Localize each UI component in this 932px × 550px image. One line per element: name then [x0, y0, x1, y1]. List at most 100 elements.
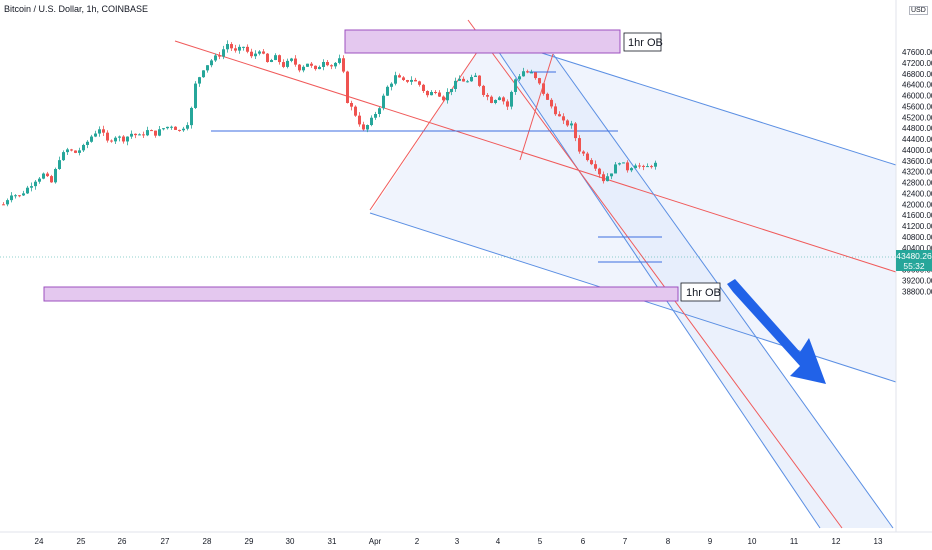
candle-body: [646, 166, 649, 168]
price-tick-label: 44000.00: [902, 146, 932, 155]
candle-body: [346, 71, 349, 103]
candle-body: [474, 75, 477, 78]
candle-body: [94, 133, 97, 137]
candle-body: [174, 126, 177, 130]
candle-body: [526, 71, 529, 73]
upper-order-block[interactable]: [344, 29, 621, 54]
candle-body: [438, 92, 441, 97]
candle-body: [554, 106, 557, 115]
candle-body: [310, 63, 313, 66]
candles-layer: [2, 40, 657, 207]
candle-body: [466, 81, 469, 83]
candle-body: [538, 78, 541, 84]
candle-body: [366, 125, 369, 130]
candle-body: [54, 168, 57, 183]
candle-body: [462, 78, 465, 82]
candle-body: [586, 153, 589, 161]
candle-body: [150, 130, 153, 132]
candle-body: [122, 136, 125, 142]
candle-body: [570, 123, 573, 126]
bearish-arrow[interactable]: [727, 279, 826, 384]
candle-body: [154, 130, 157, 136]
candle-body: [202, 70, 205, 78]
candle-body: [654, 162, 657, 167]
time-tick-label: 2: [415, 537, 420, 546]
candle-body: [134, 133, 137, 136]
candle-body: [22, 193, 25, 196]
candle-body: [166, 126, 169, 129]
candle-body: [130, 133, 133, 137]
candle-body: [146, 130, 149, 136]
candle-body: [170, 126, 173, 128]
candle-body: [206, 65, 209, 71]
candle-body: [294, 58, 297, 65]
candle-body: [318, 66, 321, 70]
candle-body: [398, 75, 401, 78]
candle-body: [410, 79, 413, 82]
candle-body: [142, 134, 145, 136]
time-tick-label: 11: [790, 537, 799, 546]
time-tick-label: 9: [708, 537, 713, 546]
candle-body: [98, 129, 101, 134]
candle-body: [386, 86, 389, 96]
candle-body: [278, 55, 281, 63]
lower-order-block[interactable]: [43, 286, 679, 302]
price-tick-label: 45200.00: [902, 113, 932, 122]
candle-body: [266, 53, 269, 63]
candle-body: [406, 80, 409, 82]
price-tick-label: 47600.00: [902, 48, 932, 57]
pitchfork-right-tine: [552, 53, 894, 529]
candle-body: [26, 187, 29, 194]
time-tick-label: 24: [35, 537, 44, 546]
price-tick-label: 40800.00: [902, 233, 932, 242]
candle-body: [90, 136, 93, 142]
last-price-value: 43480.26: [896, 251, 932, 261]
time-tick-label: 12: [832, 537, 841, 546]
drawing-layer: [0, 19, 897, 529]
candle-body: [282, 62, 285, 67]
candle-body: [382, 95, 385, 109]
candle-body: [114, 137, 117, 142]
candle-body: [274, 55, 277, 61]
candle-body: [606, 176, 609, 182]
currency-badge[interactable]: USD: [909, 6, 928, 15]
candle-body: [602, 174, 605, 182]
candle-body: [574, 123, 577, 139]
candle-body: [342, 58, 345, 72]
candle-body: [10, 195, 13, 201]
candle-body: [454, 80, 457, 89]
candle-body: [434, 92, 437, 94]
time-tick-label: 25: [77, 537, 86, 546]
candle-body: [626, 162, 629, 171]
candle-body: [242, 46, 245, 48]
candle-body: [70, 149, 73, 151]
candle-body: [254, 53, 257, 57]
time-tick-label: 13: [874, 537, 883, 546]
time-tick-label: 8: [666, 537, 671, 546]
candle-body: [18, 195, 21, 197]
candle-body: [214, 55, 217, 61]
candle-body: [590, 160, 593, 165]
candle-body: [74, 150, 77, 153]
time-tick-label: 7: [623, 537, 628, 546]
time-tick-label: 28: [203, 537, 212, 546]
candle-body: [634, 165, 637, 169]
candle-body: [354, 106, 357, 116]
price-tick-label: 42800.00: [902, 179, 932, 188]
price-tick-label: 38800.00: [902, 287, 932, 296]
price-tick-label: 46400.00: [902, 81, 932, 90]
candle-body: [422, 84, 425, 92]
ob-label-lower[interactable]: 1hr OB: [680, 282, 721, 302]
candle-body: [446, 91, 449, 101]
ob-label-upper[interactable]: 1hr OB: [623, 32, 663, 52]
time-axis[interactable]: 24 25 26 27 28 29 30 31 Apr 2 3 4 5 6 7 8 9 10 11 12 13: [35, 537, 883, 546]
candle-body: [518, 76, 521, 80]
candle-body: [622, 162, 625, 164]
candle-body: [490, 96, 493, 103]
price-tick-label: 40400.00: [902, 244, 932, 253]
price-tick-label: 46000.00: [902, 92, 932, 101]
candle-body: [158, 129, 161, 136]
candle-body: [482, 85, 485, 95]
candle-body: [430, 92, 433, 96]
